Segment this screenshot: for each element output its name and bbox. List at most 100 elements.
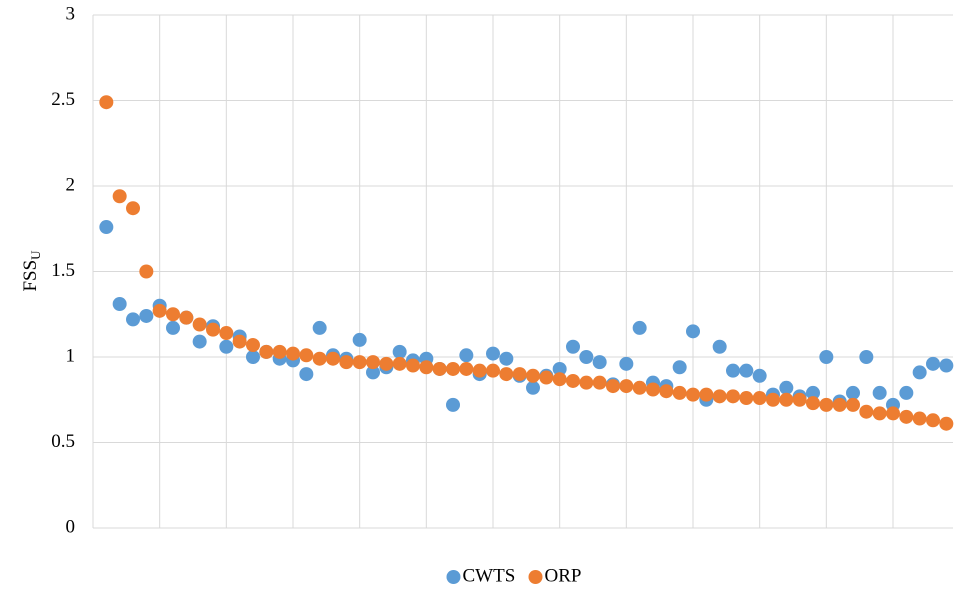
point (819, 397, 834, 412)
point (792, 392, 807, 407)
point (766, 392, 780, 407)
point (432, 361, 447, 376)
point (472, 363, 487, 378)
point (459, 348, 474, 363)
point (299, 367, 314, 382)
point (606, 379, 620, 394)
point (712, 389, 727, 404)
legend-label: CWTS (463, 565, 516, 586)
point (446, 397, 460, 412)
point (499, 367, 514, 382)
point (219, 339, 234, 354)
point (126, 312, 140, 327)
point (899, 409, 914, 424)
point (512, 367, 527, 382)
point (859, 404, 874, 419)
point (832, 397, 847, 412)
point (632, 320, 647, 335)
point (699, 387, 714, 402)
point (206, 322, 220, 337)
y-tick-label: 3 (66, 3, 76, 24)
point (179, 310, 194, 325)
point (806, 385, 820, 400)
point (272, 344, 287, 359)
point (139, 264, 154, 279)
point (659, 384, 674, 399)
point (419, 360, 434, 375)
point (579, 350, 594, 364)
point (552, 372, 567, 387)
point (192, 317, 207, 332)
point (712, 339, 727, 354)
point (232, 334, 247, 349)
y-axis-label: FSSU (20, 250, 43, 292)
point (112, 189, 127, 204)
point (592, 375, 607, 390)
point (899, 385, 914, 400)
y-tick-label: 2.5 (51, 89, 75, 110)
point (739, 363, 754, 378)
point (619, 379, 634, 394)
point (379, 356, 394, 371)
y-tick-label: 0.5 (51, 431, 75, 452)
point (726, 389, 740, 404)
point (352, 332, 367, 347)
point (486, 363, 500, 378)
point (872, 406, 887, 421)
point (752, 391, 767, 406)
point (686, 324, 700, 339)
point (152, 303, 167, 318)
point (646, 382, 660, 397)
point (446, 361, 460, 376)
y-tick-label: 1 (66, 345, 76, 366)
point (99, 220, 114, 235)
point (579, 375, 594, 390)
y-tick-label: 0 (66, 516, 76, 537)
point (392, 344, 407, 359)
point (166, 307, 180, 322)
point (326, 351, 340, 366)
legend-marker (446, 570, 461, 584)
point (499, 351, 514, 366)
point (912, 411, 927, 426)
point (339, 355, 354, 370)
point (939, 358, 954, 373)
point (366, 355, 380, 370)
point (352, 355, 367, 370)
point (672, 385, 687, 400)
point (819, 350, 834, 364)
point (192, 334, 207, 349)
point (259, 344, 274, 359)
point (312, 320, 327, 335)
point (459, 361, 474, 376)
point (859, 350, 874, 364)
point (312, 351, 327, 366)
point (779, 380, 794, 395)
point (539, 370, 554, 385)
point (366, 365, 380, 380)
point (752, 368, 767, 383)
point (246, 350, 260, 364)
point (99, 95, 114, 110)
point (939, 416, 954, 431)
y-label-text: FSS (20, 260, 41, 292)
point (912, 365, 927, 380)
point (406, 358, 420, 373)
point (552, 361, 567, 376)
legend-marker (528, 570, 543, 584)
point (739, 391, 754, 406)
point (126, 201, 140, 216)
y-tick-label: 2 (66, 174, 76, 195)
point (619, 356, 634, 371)
point (779, 392, 794, 407)
point (886, 406, 900, 421)
point (846, 397, 860, 412)
legend-label: ORP (545, 565, 582, 586)
point (566, 373, 580, 388)
point (246, 338, 260, 353)
y-label-subscript: U (28, 250, 43, 260)
point (872, 385, 887, 400)
point (566, 339, 580, 354)
point (139, 308, 154, 323)
